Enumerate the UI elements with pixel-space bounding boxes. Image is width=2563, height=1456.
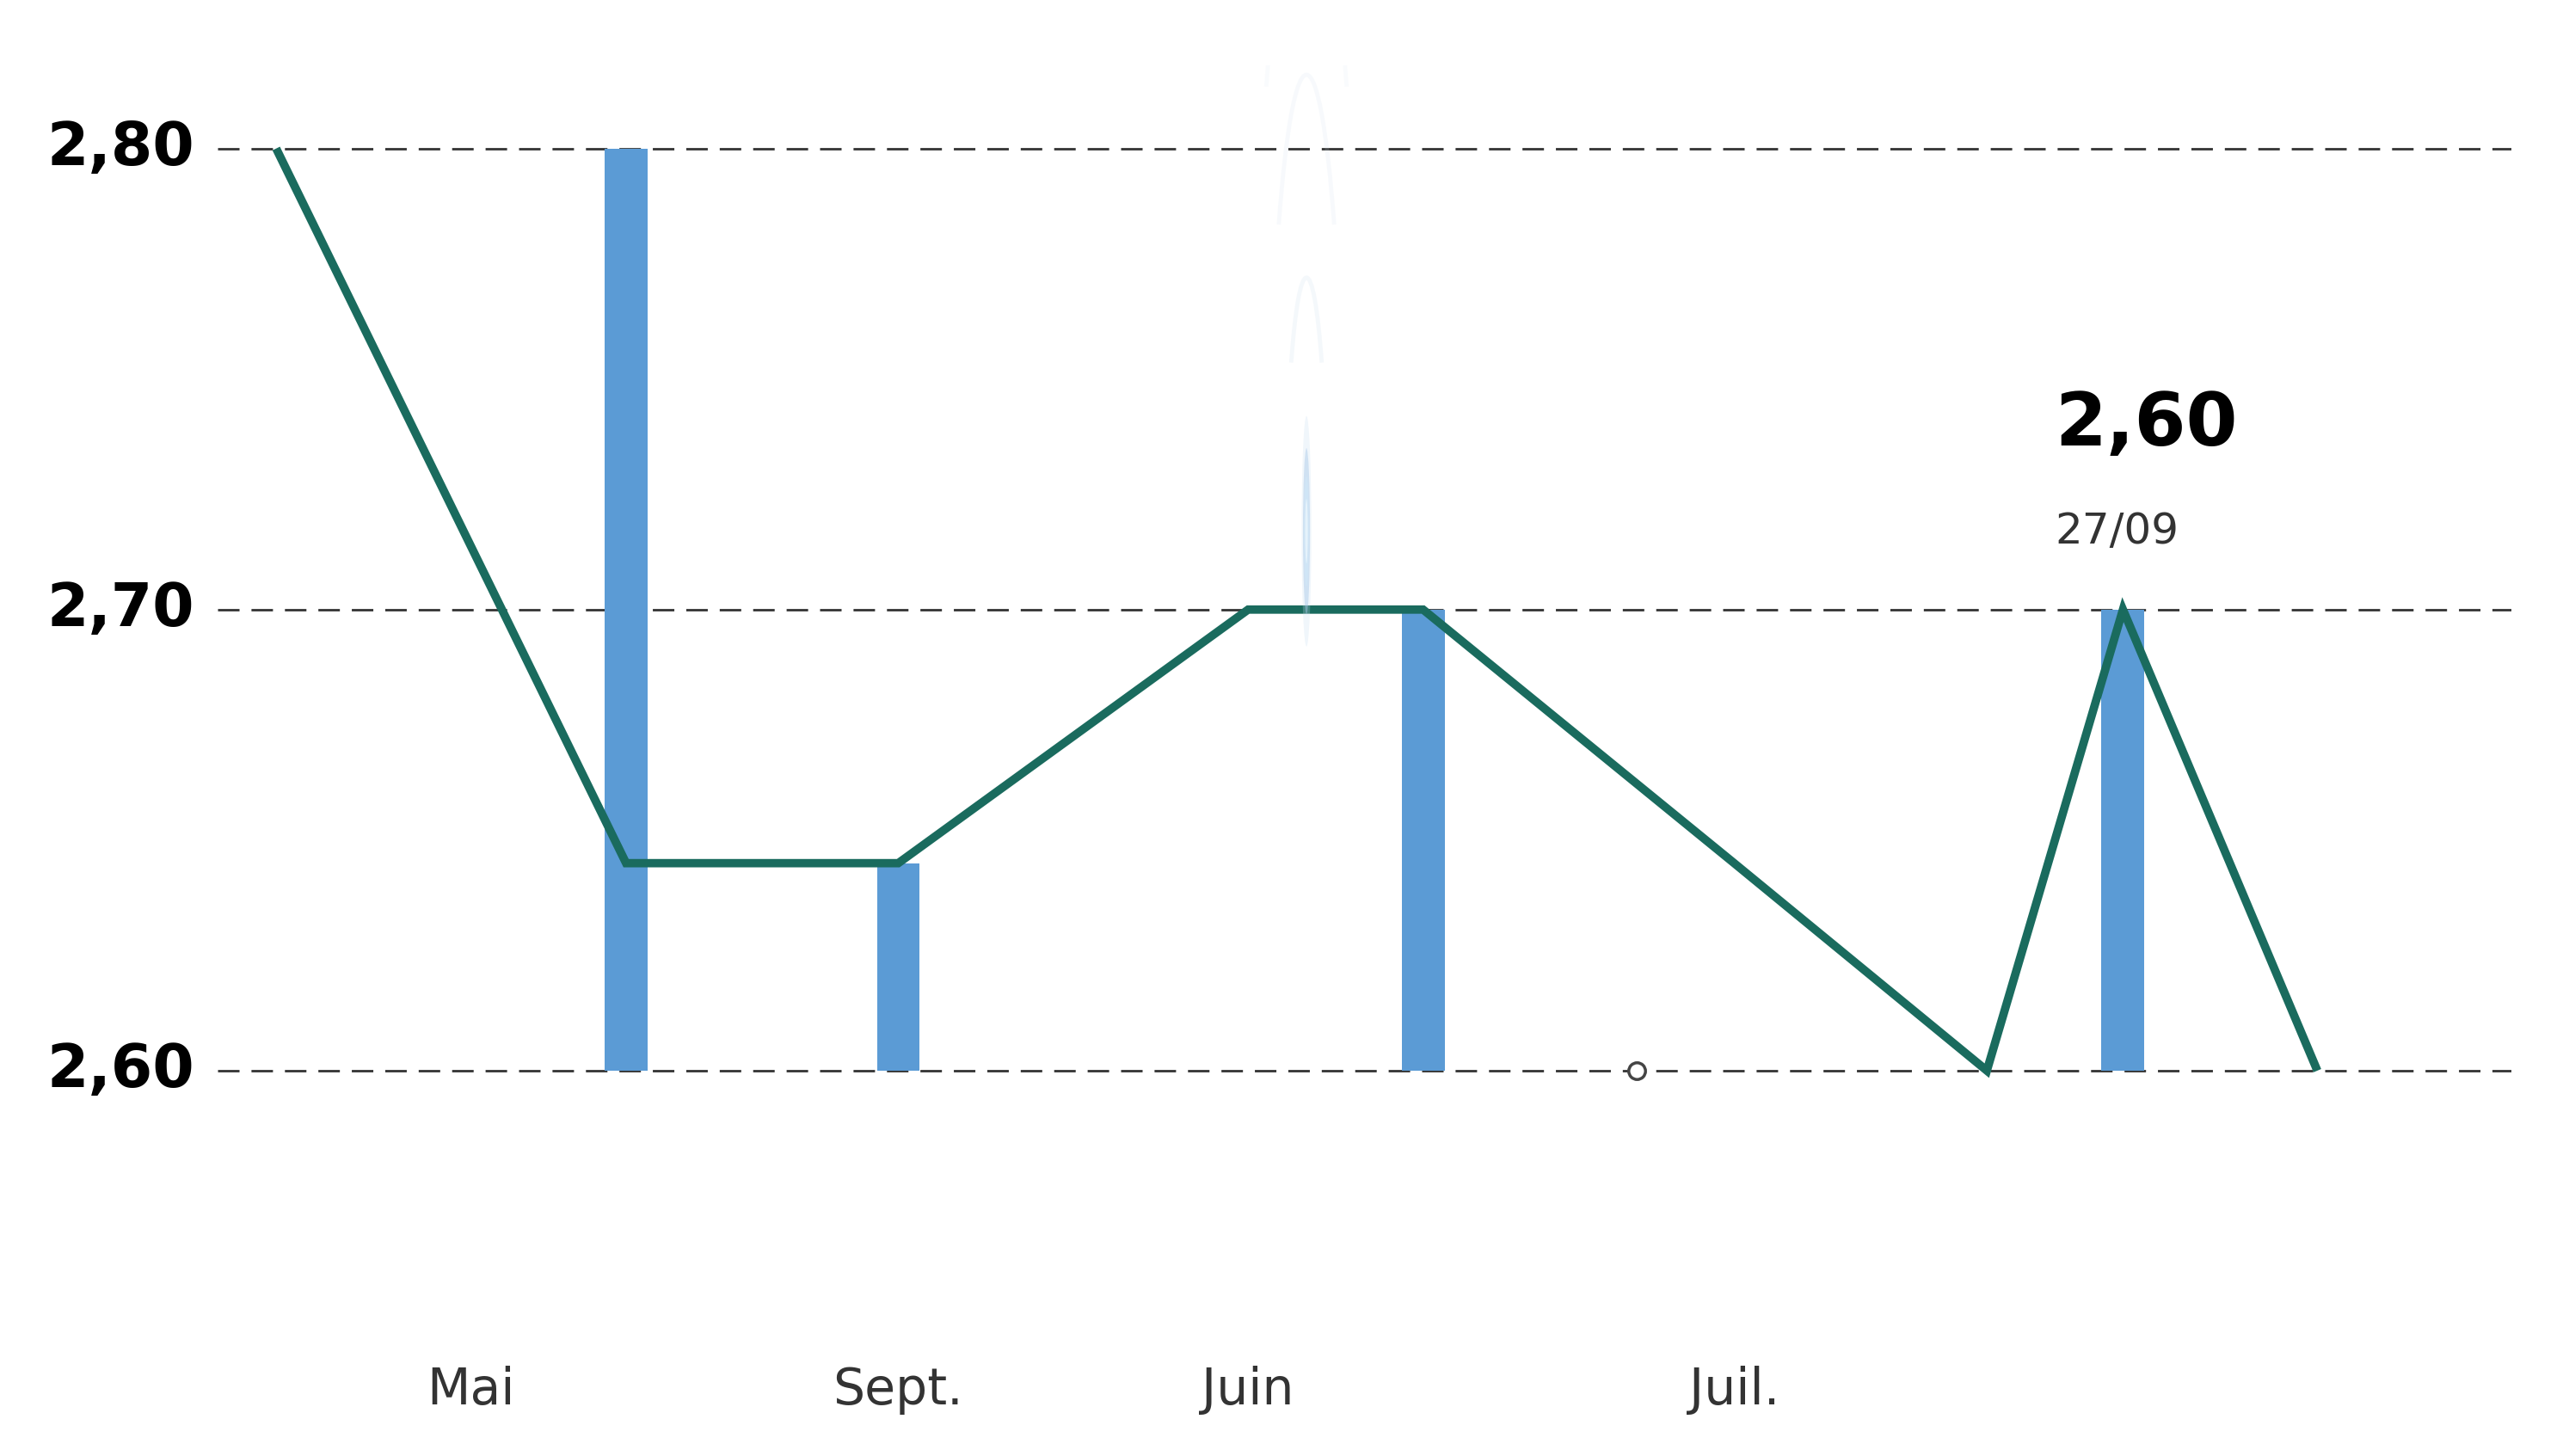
Bar [1402,610,1446,1070]
Bar [605,149,648,1070]
Bar [877,863,920,1070]
Text: 2,70: 2,70 [46,581,195,638]
Text: 2,60: 2,60 [46,1042,195,1099]
Text: INTEXA: INTEXA [1061,0,1502,105]
Text: 2,80: 2,80 [46,119,195,178]
Text: 27/09: 27/09 [2056,511,2179,552]
Circle shape [1302,448,1310,614]
Circle shape [1305,499,1307,563]
Text: Sept.: Sept. [833,1366,964,1415]
Text: Mai: Mai [425,1366,515,1415]
Text: Juin: Juin [1202,1366,1294,1415]
Text: 2,60: 2,60 [2056,389,2237,462]
Circle shape [1305,476,1310,587]
Circle shape [1302,416,1312,646]
Text: Juil.: Juil. [1689,1366,1779,1415]
Bar [2102,610,2145,1070]
